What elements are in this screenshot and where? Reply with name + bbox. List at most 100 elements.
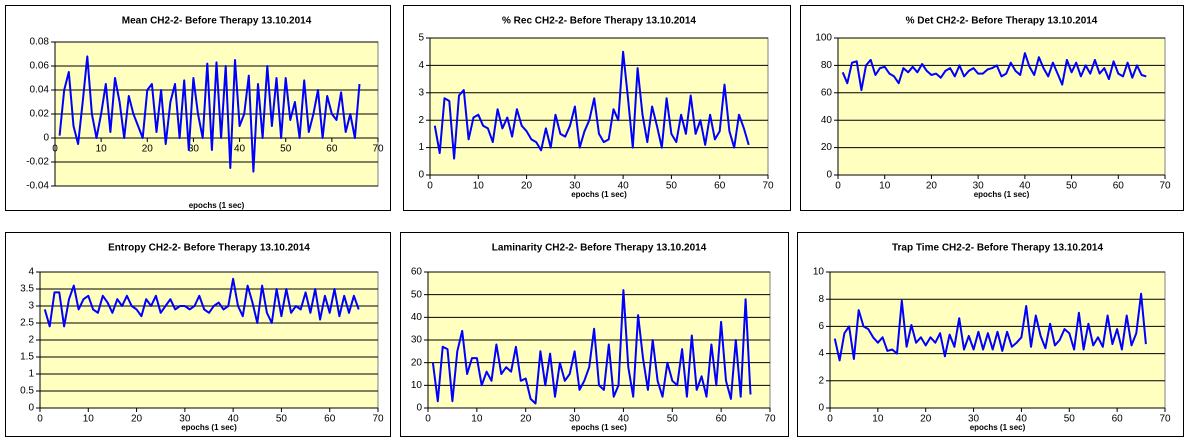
y-tick-label: 4	[28, 267, 34, 278]
data-line	[43, 277, 360, 328]
x-axis-label: epochs (1 sec)	[571, 423, 627, 432]
x-tick-label: 70	[1159, 414, 1171, 425]
x-tick-label: 0	[52, 144, 58, 155]
x-tick-label: 60	[326, 144, 338, 155]
x-tick-label: 0	[827, 414, 833, 425]
x-axis-label: epochs (1 sec)	[571, 190, 627, 199]
y-tick-label: 0	[818, 403, 824, 414]
x-tick-label: 70	[372, 144, 384, 155]
chart-title: Mean CH2-2- Before Therapy 13.10.2014	[122, 16, 312, 27]
x-tick-label: 10	[473, 181, 485, 192]
y-tick-label: 50	[411, 289, 423, 300]
x-tick-label: 20	[926, 181, 938, 192]
y-tick-label: 0	[43, 133, 49, 144]
x-tick-label: 40	[228, 414, 240, 425]
y-tick-label: 10	[813, 267, 825, 278]
y-tick-label: 0.5	[20, 386, 34, 397]
x-axis-label: epochs (1 sec)	[970, 423, 1026, 432]
x-tick-label: 70	[762, 181, 774, 192]
y-tick-label: 0	[826, 170, 832, 181]
y-tick-label: 100	[815, 33, 832, 44]
plot-area	[429, 37, 769, 176]
x-tick-label: 10	[96, 144, 108, 155]
y-tick-label: -0.04	[26, 181, 49, 192]
y-tick-label: 1	[418, 142, 424, 153]
x-tick-label: 50	[1066, 181, 1078, 192]
y-tick-label: 2	[418, 115, 424, 126]
x-axis-label: epochs (1 sec)	[974, 190, 1030, 199]
y-tick-label: 60	[821, 87, 833, 98]
x-tick-label: 0	[835, 181, 841, 192]
x-tick-label: 70	[764, 414, 776, 425]
data-line	[433, 50, 750, 160]
y-tick-label: 8	[818, 294, 824, 305]
x-tick-label: 0	[425, 414, 431, 425]
data-line	[431, 289, 752, 405]
y-tick-label: -0.02	[26, 157, 49, 168]
x-tick-label: 30	[968, 414, 980, 425]
chart-title: % Rec CH2-2- Before Therapy 13.10.2014	[502, 16, 696, 27]
y-tick-label: 3	[418, 87, 424, 98]
x-tick-label: 60	[324, 414, 336, 425]
x-tick-label: 50	[1064, 414, 1076, 425]
x-tick-label: 40	[1019, 181, 1031, 192]
x-tick-label: 40	[1016, 414, 1028, 425]
x-tick-label: 10	[879, 181, 891, 192]
x-tick-label: 60	[1113, 181, 1125, 192]
y-tick-label: 60	[411, 267, 423, 278]
chart-title: Trap Time CH2-2- Before Therapy 13.10.20…	[892, 243, 1103, 254]
y-tick-label: 2	[28, 335, 34, 346]
data-line	[58, 55, 361, 173]
x-tick-label: 20	[920, 414, 932, 425]
y-tick-label: 0.02	[30, 109, 50, 120]
y-tick-label: 3.5	[20, 284, 34, 295]
y-tick-label: 0.06	[30, 61, 50, 72]
y-tick-label: 6	[818, 321, 824, 332]
y-tick-label: 40	[411, 312, 423, 323]
chart-title: Laminarity CH2-2- Before Therapy 13.10.2…	[492, 243, 707, 254]
x-tick-label: 30	[569, 414, 581, 425]
x-tick-label: 40	[618, 181, 630, 192]
x-tick-label: 40	[234, 144, 246, 155]
x-tick-label: 60	[1112, 414, 1124, 425]
x-tick-label: 50	[276, 414, 288, 425]
x-tick-label: 20	[131, 414, 143, 425]
x-tick-label: 70	[1159, 181, 1171, 192]
x-tick-label: 0	[427, 181, 433, 192]
x-tick-label: 10	[471, 414, 483, 425]
x-tick-label: 60	[714, 181, 726, 192]
x-tick-label: 10	[872, 414, 884, 425]
x-axis-label: epochs (1 sec)	[181, 423, 237, 432]
chart-title: % Det CH2-2- Before Therapy 13.10.2014	[906, 16, 1098, 27]
chart-title: Entropy CH2-2- Before Therapy 13.10.2014	[108, 243, 310, 254]
x-tick-label: 60	[716, 414, 728, 425]
y-tick-label: 80	[821, 60, 833, 71]
x-tick-label: 50	[666, 181, 678, 192]
x-tick-label: 40	[618, 414, 630, 425]
x-axis-label: epochs (1 sec)	[189, 201, 245, 210]
x-tick-label: 50	[667, 414, 679, 425]
x-tick-label: 30	[188, 144, 200, 155]
y-tick-label: 40	[821, 115, 833, 126]
y-tick-label: 2	[818, 375, 824, 386]
x-tick-label: 10	[83, 414, 95, 425]
x-tick-label: 20	[520, 414, 532, 425]
y-tick-label: 30	[411, 335, 423, 346]
data-line	[833, 292, 1147, 362]
x-tick-label: 30	[569, 181, 581, 192]
x-tick-label: 0	[37, 414, 43, 425]
y-tick-label: 0	[418, 170, 424, 181]
x-tick-label: 30	[973, 181, 985, 192]
plot-area	[837, 37, 1166, 176]
y-tick-label: 10	[411, 380, 423, 391]
y-tick-label: 1	[28, 369, 34, 380]
y-tick-label: 3	[28, 301, 34, 312]
x-tick-label: 50	[280, 144, 292, 155]
y-tick-label: 5	[418, 33, 424, 44]
y-tick-label: 0.04	[30, 85, 50, 96]
data-line	[841, 52, 1147, 92]
x-tick-label: 30	[179, 414, 191, 425]
y-tick-label: 2.5	[20, 318, 34, 329]
y-tick-label: 0	[416, 403, 422, 414]
